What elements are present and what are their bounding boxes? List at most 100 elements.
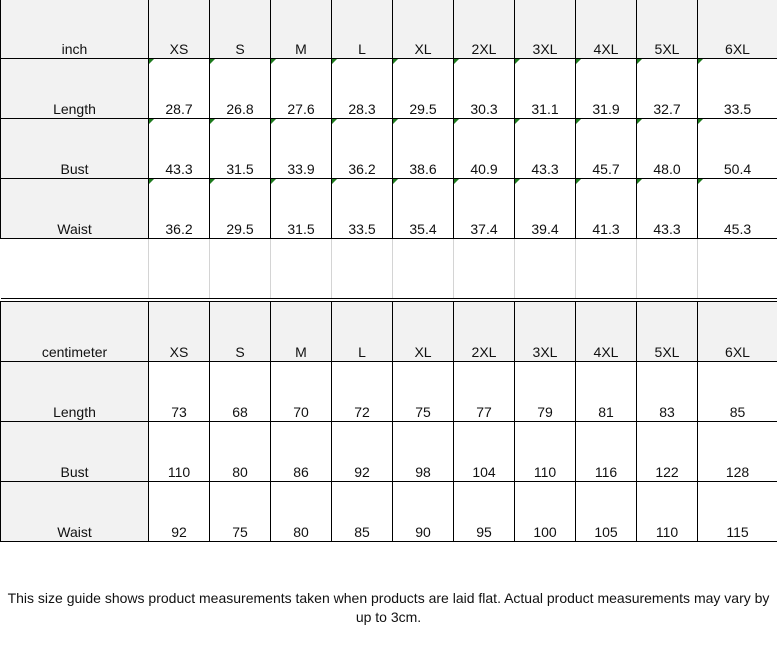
cell-text: 2XL [471,344,497,360]
empty-cell[interactable] [0,238,149,299]
empty-cell[interactable] [392,238,454,299]
size-header-cell[interactable]: 2XL [453,301,515,362]
value-cell[interactable]: 37.4 [453,178,515,239]
value-cell[interactable]: 95 [453,481,515,542]
value-cell[interactable]: 29.5 [209,178,271,239]
size-header-cell[interactable]: XL [392,301,454,362]
value-cell[interactable]: 50.4 [697,118,777,179]
empty-cell[interactable] [331,238,393,299]
empty-cell[interactable] [453,238,515,299]
value-cell[interactable]: 80 [209,421,271,482]
value-cell[interactable]: 110 [636,481,698,542]
size-header-cell[interactable]: S [209,301,271,362]
value-cell[interactable]: 80 [270,481,332,542]
value-cell[interactable]: 43.3 [148,118,210,179]
size-header-cell[interactable]: 6XL [697,0,777,59]
value-cell[interactable]: 110 [148,421,210,482]
value-cell[interactable]: 30.3 [453,58,515,119]
value-cell[interactable]: 68 [209,361,271,422]
value-cell[interactable]: 128 [697,421,777,482]
value-cell[interactable]: 100 [514,481,576,542]
empty-cell[interactable] [209,238,271,299]
value-cell[interactable]: 43.3 [636,178,698,239]
measurement-label-cell[interactable]: Bust [0,421,149,482]
size-header-cell[interactable]: 4XL [575,0,637,59]
value-cell[interactable]: 28.7 [148,58,210,119]
empty-cell[interactable] [148,238,210,299]
value-cell[interactable]: 41.3 [575,178,637,239]
value-cell[interactable]: 73 [148,361,210,422]
measurement-label-cell[interactable]: Length [0,361,149,422]
size-header-cell[interactable]: 3XL [514,301,576,362]
value-cell[interactable]: 116 [575,421,637,482]
value-cell[interactable]: 36.2 [331,118,393,179]
measurement-label-cell[interactable]: Bust [0,118,149,179]
value-cell[interactable]: 81 [575,361,637,422]
value-cell[interactable]: 79 [514,361,576,422]
measurement-label-cell[interactable]: Length [0,58,149,119]
value-cell[interactable]: 70 [270,361,332,422]
empty-cell[interactable] [575,238,637,299]
size-header-cell[interactable]: L [331,301,393,362]
value-cell[interactable]: 90 [392,481,454,542]
size-header-cell[interactable]: XL [392,0,454,59]
size-header-cell[interactable]: 5XL [636,301,698,362]
size-header-cell[interactable]: M [270,301,332,362]
value-cell[interactable]: 40.9 [453,118,515,179]
size-header-cell[interactable]: S [209,0,271,59]
value-cell[interactable]: 85 [697,361,777,422]
value-cell[interactable]: 115 [697,481,777,542]
value-cell[interactable]: 75 [392,361,454,422]
value-cell[interactable]: 75 [209,481,271,542]
size-header-cell[interactable]: M [270,0,332,59]
size-header-cell[interactable]: 3XL [514,0,576,59]
empty-cell[interactable] [636,238,698,299]
measurement-label-cell[interactable]: Waist [0,481,149,542]
value-cell[interactable]: 31.9 [575,58,637,119]
value-cell[interactable]: 32.7 [636,58,698,119]
empty-cell[interactable] [514,238,576,299]
size-header-cell[interactable]: XS [148,0,210,59]
value-cell[interactable]: 43.3 [514,118,576,179]
value-cell[interactable]: 92 [148,481,210,542]
value-cell[interactable]: 110 [514,421,576,482]
size-header-cell[interactable]: L [331,0,393,59]
unit-header-cell[interactable]: inch [0,0,149,59]
value-cell[interactable]: 85 [331,481,393,542]
value-cell[interactable]: 77 [453,361,515,422]
size-header-cell[interactable]: 6XL [697,301,777,362]
value-cell[interactable]: 72 [331,361,393,422]
size-header-cell[interactable]: 2XL [453,0,515,59]
value-cell[interactable]: 31.5 [270,178,332,239]
value-cell[interactable]: 122 [636,421,698,482]
empty-cell[interactable] [270,238,332,299]
value-cell[interactable]: 48.0 [636,118,698,179]
value-cell[interactable]: 26.8 [209,58,271,119]
value-cell[interactable]: 98 [392,421,454,482]
value-cell[interactable]: 33.5 [697,58,777,119]
value-cell[interactable]: 29.5 [392,58,454,119]
value-cell[interactable]: 83 [636,361,698,422]
value-cell[interactable]: 33.9 [270,118,332,179]
measurement-label-cell[interactable]: Waist [0,178,149,239]
size-header-cell[interactable]: 4XL [575,301,637,362]
value-cell[interactable]: 92 [331,421,393,482]
value-cell[interactable]: 35.4 [392,178,454,239]
value-cell[interactable]: 104 [453,421,515,482]
value-cell[interactable]: 105 [575,481,637,542]
value-cell[interactable]: 86 [270,421,332,482]
value-cell[interactable]: 31.5 [209,118,271,179]
unit-header-cell[interactable]: centimeter [0,301,149,362]
value-cell[interactable]: 45.7 [575,118,637,179]
size-header-cell[interactable]: 5XL [636,0,698,59]
value-cell[interactable]: 38.6 [392,118,454,179]
value-cell[interactable]: 39.4 [514,178,576,239]
value-cell[interactable]: 28.3 [331,58,393,119]
empty-cell[interactable] [697,238,777,299]
value-cell[interactable]: 33.5 [331,178,393,239]
value-cell[interactable]: 27.6 [270,58,332,119]
value-cell[interactable]: 36.2 [148,178,210,239]
size-header-cell[interactable]: XS [148,301,210,362]
value-cell[interactable]: 31.1 [514,58,576,119]
value-cell[interactable]: 45.3 [697,178,777,239]
